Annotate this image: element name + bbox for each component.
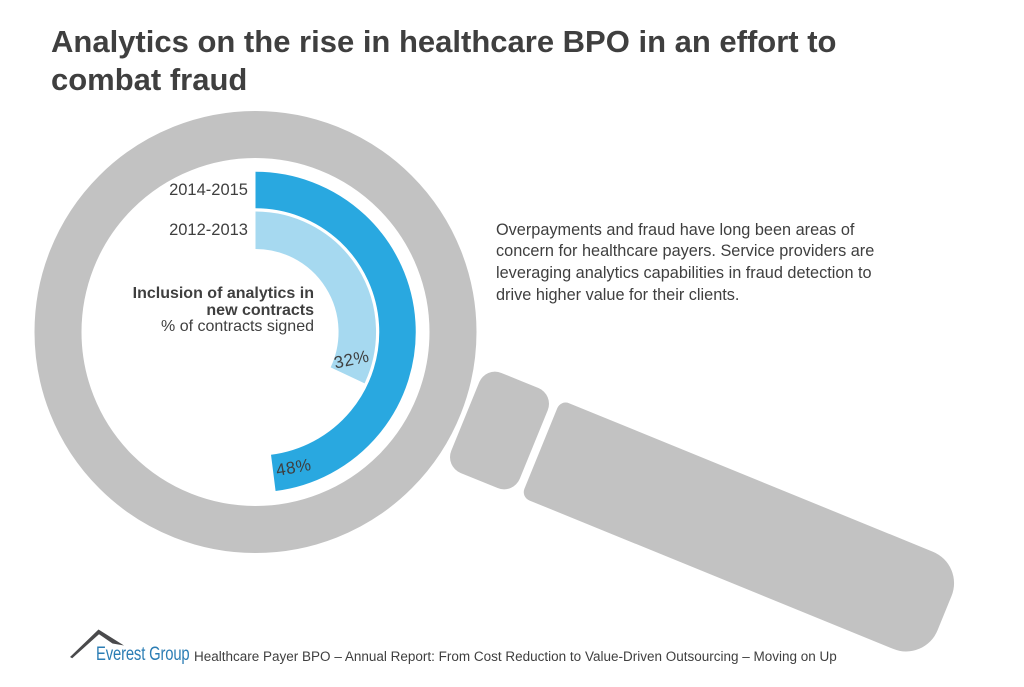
everest-group-mountain-icon: [70, 629, 124, 659]
description-line-3: leveraging analytics capabilities in fra…: [496, 264, 872, 283]
footer-caption: Healthcare Payer BPO – Annual Report: Fr…: [194, 648, 837, 664]
arc-2014-2015: [255, 171, 416, 491]
magnifier-collar: [450, 371, 549, 490]
description-paragraph: Overpayments and fraud have long been ar…: [496, 220, 916, 308]
chart-center-label-line-3: % of contracts signed: [161, 318, 314, 336]
description-line-1: Overpayments and fraud have long been ar…: [496, 220, 855, 239]
description-line-4: drive higher value for their clients.: [496, 286, 740, 305]
series-label-2014-2015: 2014-2015: [169, 181, 248, 199]
magnifier-handle: [523, 402, 955, 652]
chart-center-label-line-1: Inclusion of analytics in: [132, 285, 314, 302]
everest-group-logo-text: Everest Group: [96, 643, 190, 665]
magnifier-lens-ring: [34, 111, 477, 553]
page-title: Analytics on the rise in healthcare BPO …: [51, 23, 951, 99]
page-title-line-1: Analytics on the rise in healthcare BPO …: [51, 23, 837, 59]
description-line-2: concern for healthcare payers. Service p…: [496, 242, 875, 261]
series-label-2012-2013: 2012-2013: [169, 221, 248, 239]
arc-2012-2013: [254, 211, 376, 384]
chart-center-label: Inclusion of analytics in new contracts …: [94, 285, 314, 336]
page-title-line-2: combat fraud: [51, 61, 248, 97]
chart-center-label-line-2: new contracts: [206, 301, 314, 319]
